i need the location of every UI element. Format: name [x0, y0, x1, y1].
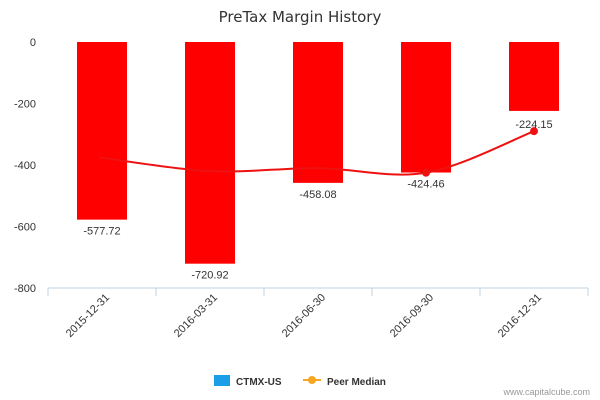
bar-series	[77, 42, 559, 264]
data-label: -577.72	[83, 226, 120, 238]
data-label: -224.15	[515, 119, 552, 131]
legend-marker-peer-median	[308, 376, 316, 384]
legend[interactable]: CTMX-US Peer Median	[214, 375, 386, 388]
y-tick-label: -600	[14, 222, 36, 234]
y-tick-label: -800	[14, 283, 36, 295]
x-tick-label: 2016-09-30	[388, 292, 436, 340]
x-tick-label: 2015-12-31	[64, 292, 112, 340]
peer-median-line	[98, 130, 535, 176]
data-label: -720.92	[191, 270, 228, 282]
legend-label-ctmx: CTMX-US	[236, 377, 282, 388]
bar-2016-12-31	[509, 42, 559, 111]
y-tick-label: -400	[14, 160, 36, 172]
peer-median-point	[422, 168, 430, 177]
bar-2015-12-31	[77, 42, 127, 220]
x-tick-label: 2016-03-31	[172, 292, 220, 340]
y-tick-label: -200	[14, 99, 36, 111]
peer-median-series	[98, 127, 538, 177]
legend-swatch-ctmx	[214, 375, 230, 386]
y-axis-ticks: 0 -200 -400 -600 -800	[14, 37, 36, 295]
x-axis: 2015-12-31 2016-03-31 2016-06-30 2016-09-30…	[47, 287, 589, 340]
data-label: -458.08	[299, 189, 336, 201]
y-tick-label: 0	[30, 37, 36, 49]
chart-title: PreTax Margin History	[219, 8, 382, 26]
peer-median-point	[530, 127, 538, 136]
bar-2016-03-31	[185, 42, 235, 264]
data-label: -424.46	[407, 179, 444, 191]
data-labels: -577.72 -720.92 -458.08 -424.46 -224.15	[83, 119, 552, 282]
credit-text[interactable]: www.capitalcube.com	[502, 387, 590, 397]
bar-2016-06-30	[293, 42, 343, 183]
bar-2016-09-30	[401, 42, 451, 173]
x-tick-label: 2016-06-30	[280, 292, 328, 340]
legend-label-peer-median: Peer Median	[327, 377, 386, 388]
x-tick-label: 2016-12-31	[496, 292, 544, 340]
